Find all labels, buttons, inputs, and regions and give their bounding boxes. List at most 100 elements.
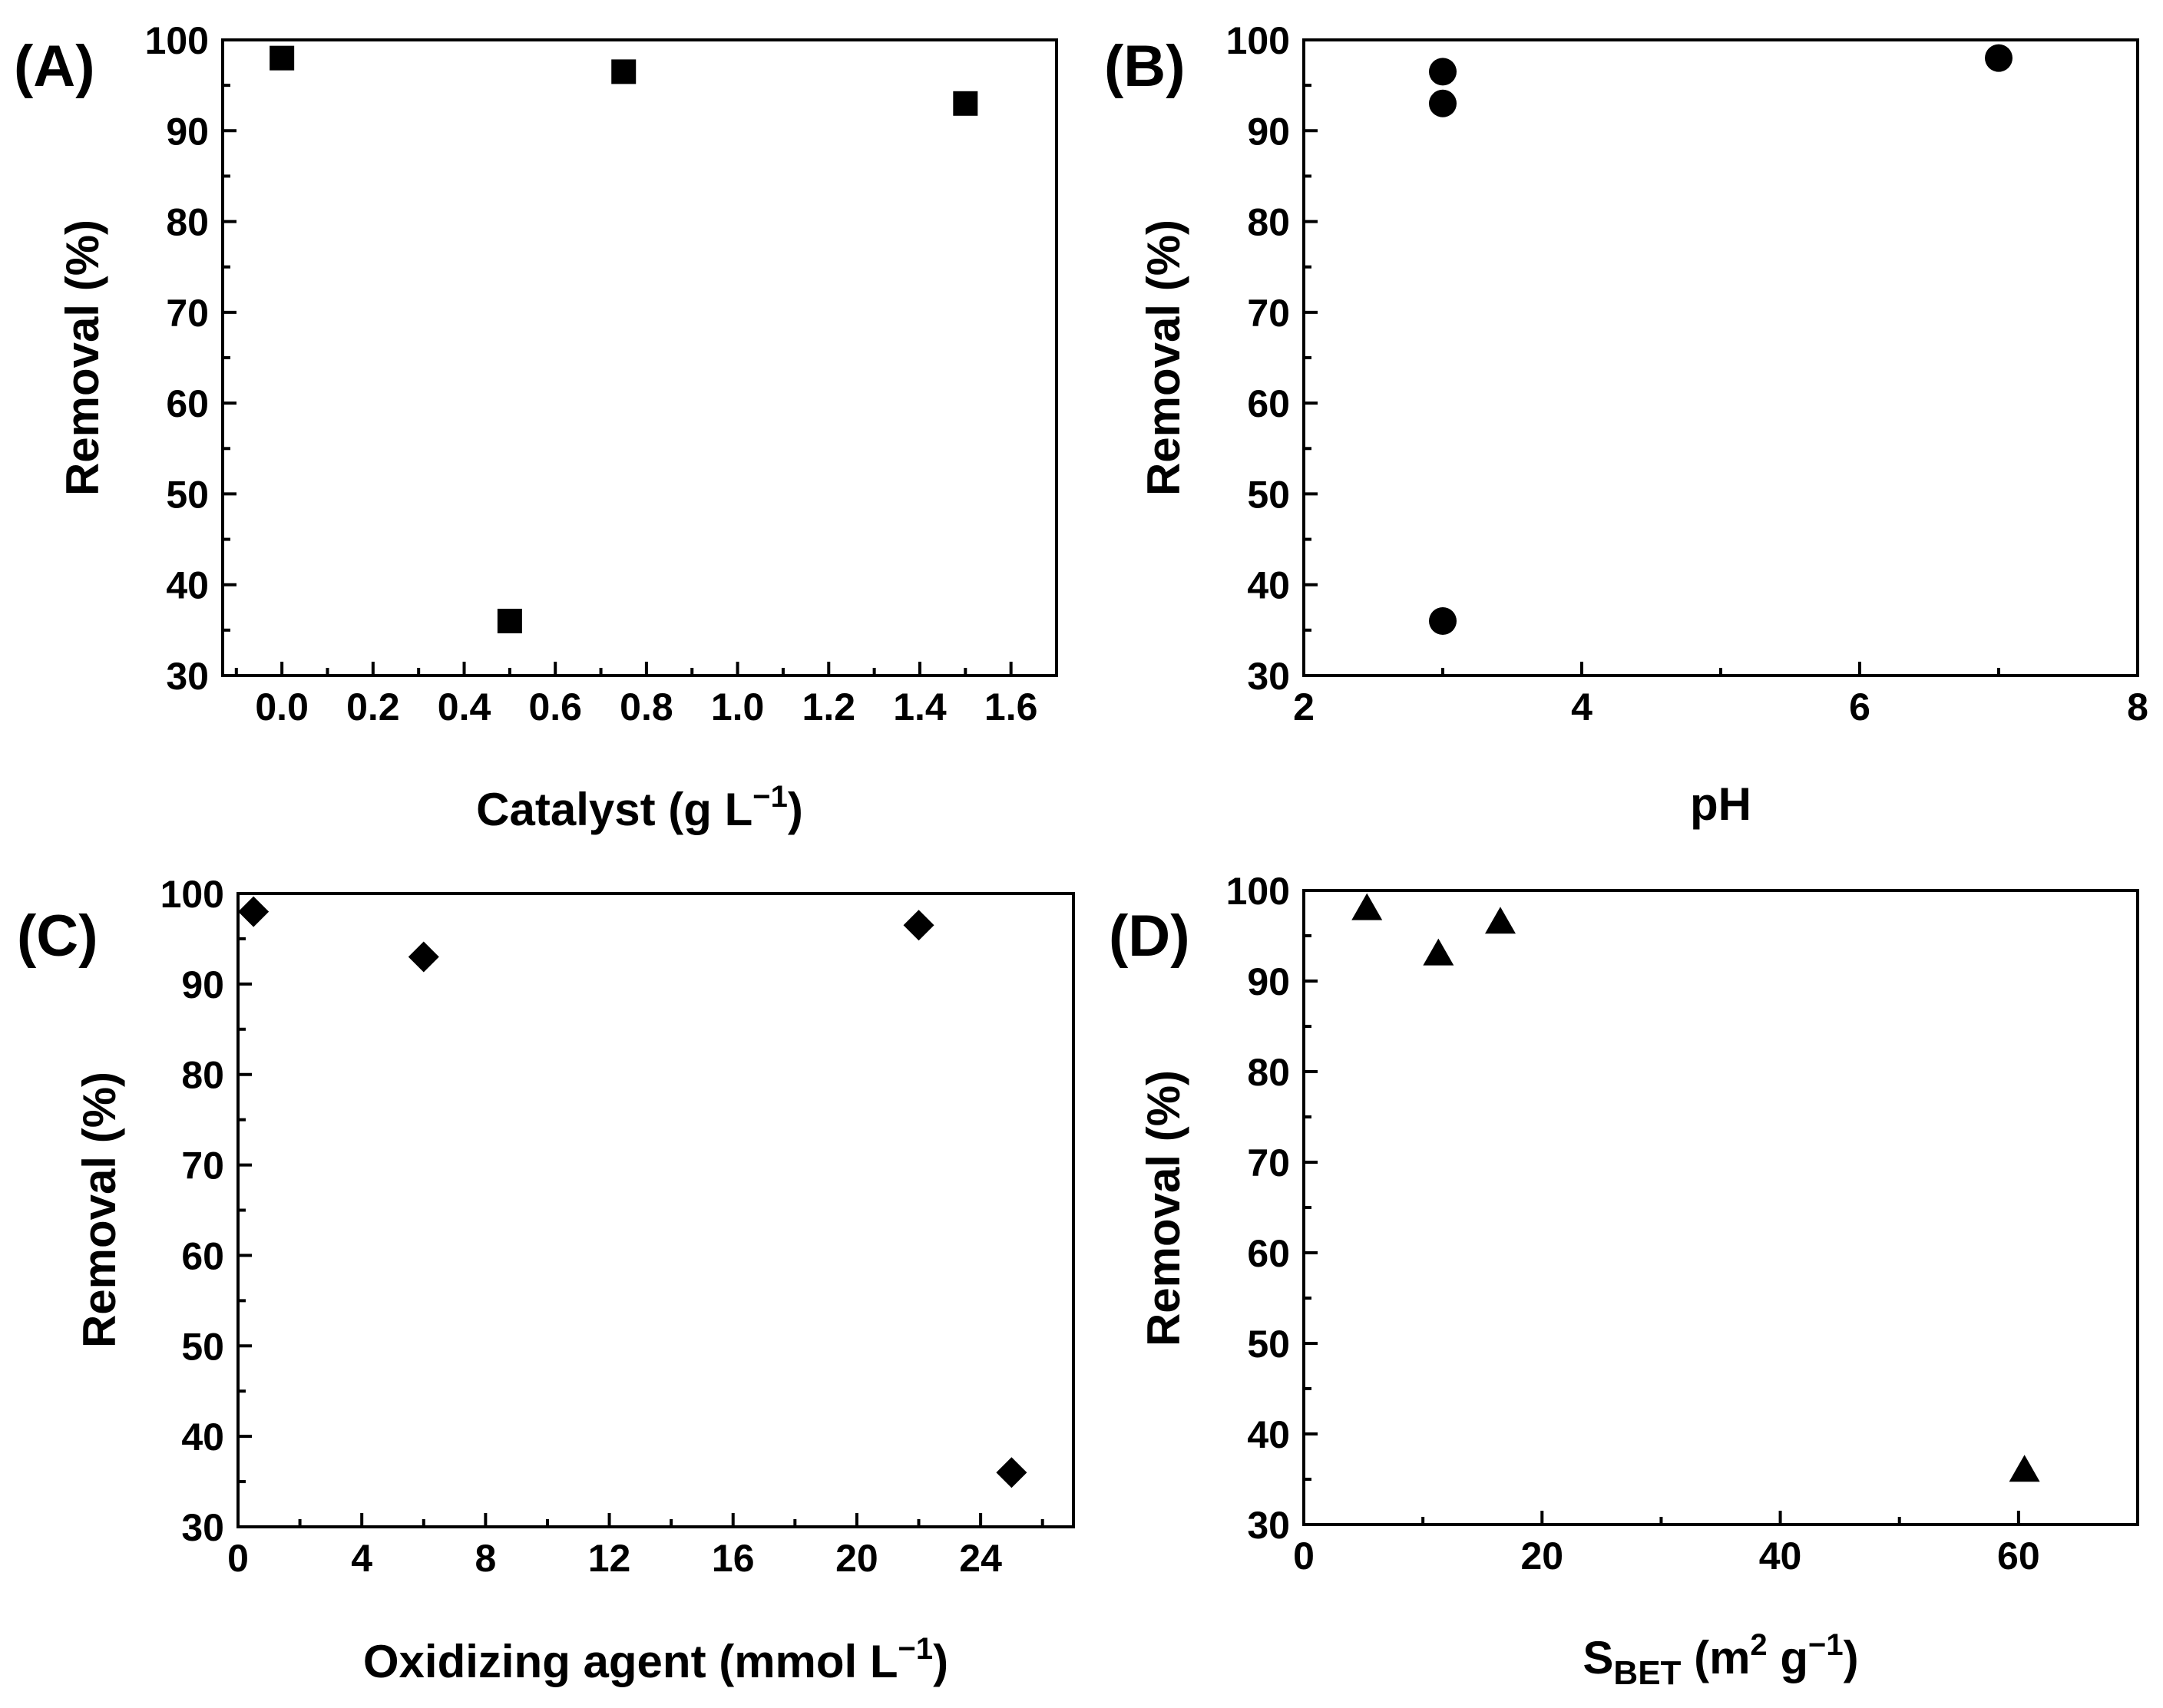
panel-d-y-tick-label: 80 bbox=[1247, 1051, 1290, 1094]
panel-c-x-tick-label: 12 bbox=[588, 1537, 631, 1580]
panel-b-plot-frame bbox=[1302, 38, 2139, 677]
panel-a-y-tick-label: 100 bbox=[145, 19, 209, 62]
panel-c-x-tick-label: 4 bbox=[351, 1537, 372, 1580]
panel-d-data-point-triangle bbox=[2009, 1455, 2040, 1482]
panel-c-x-axis-title-end: ) bbox=[933, 1636, 948, 1687]
panel-a-data-point-square bbox=[611, 59, 637, 84]
panel-c-y-tick-label: 30 bbox=[181, 1506, 224, 1549]
panel-d-markers bbox=[1351, 893, 2040, 1482]
panel-d-x-tick-label: 0 bbox=[1293, 1535, 1315, 1578]
panel-c-y-tick-label: 90 bbox=[181, 963, 224, 1006]
panel-d-x-tick-label: 60 bbox=[1997, 1535, 2040, 1578]
panel-d-y-tick-label: 70 bbox=[1247, 1141, 1290, 1184]
panel-b-y-tick-label: 30 bbox=[1247, 655, 1290, 698]
panel-c-x-axis-title: Oxidizing agent (mmol L−1) bbox=[363, 1632, 948, 1687]
panel-c-x-tick-label: 0 bbox=[227, 1537, 249, 1580]
panel-a-y-axis-title: Removal (%) bbox=[57, 220, 108, 496]
panel-d-x-axis-title: SBET (m2 g−1) bbox=[1583, 1628, 1858, 1692]
panel-c-x-tick-label: 16 bbox=[712, 1537, 755, 1580]
panel-c-markers bbox=[238, 896, 1027, 1488]
panel-b-y-tick-label: 100 bbox=[1226, 19, 1290, 62]
panel-a-data-point-square bbox=[270, 45, 295, 71]
panel-a-label: (A) bbox=[14, 34, 95, 99]
panel-b-y-tick-label: 90 bbox=[1247, 110, 1290, 153]
panel-b-data-point-circle bbox=[1429, 58, 1457, 86]
panel-c-x-axis-title-main: Oxidizing agent (mmol L bbox=[363, 1636, 898, 1687]
panel-b-y-tick-label: 60 bbox=[1247, 382, 1290, 425]
panel-d-x-axis-title-end: ) bbox=[1844, 1632, 1859, 1683]
panel-c-y-tick-label: 40 bbox=[181, 1416, 224, 1459]
panel-d-x-axis-title-sup: 2 bbox=[1750, 1628, 1767, 1662]
panel-c: (C) 0 4 8 12 16 20 24 30 40 50 60 70 80 90 100 Removal… bbox=[17, 873, 1075, 1687]
panel-a-y-tick-label: 80 bbox=[166, 201, 209, 244]
panel-c-ticks: 0 4 8 12 16 20 24 30 40 50 60 70 80 90 100 bbox=[160, 873, 1044, 1580]
panel-a-y-tick-label: 60 bbox=[166, 382, 209, 425]
panel-a-plot-frame bbox=[221, 38, 1058, 677]
panel-a-ticks: 0.0 0.2 0.4 0.6 0.8 1.0 1.2 1.4 1.6 30 40 50 60 70 80 9… bbox=[145, 19, 1038, 728]
panel-b-data-point-circle bbox=[1985, 44, 2013, 72]
panel-b-data-point-circle bbox=[1429, 607, 1457, 636]
panel-a-x-tick-label: 0.2 bbox=[346, 686, 400, 728]
panel-c-y-axis-title: Removal (%) bbox=[74, 1072, 125, 1348]
panel-d-y-tick-label: 90 bbox=[1247, 960, 1290, 1003]
panel-c-x-axis-title-sup: −1 bbox=[898, 1632, 934, 1666]
panel-d-ticks: 0 20 40 60 30 40 50 60 70 80 90 100 bbox=[1226, 870, 2040, 1578]
panel-c-x-tick-label: 8 bbox=[475, 1537, 496, 1580]
panel-d-x-tick-label: 40 bbox=[1759, 1535, 1802, 1578]
panel-b-x-tick-label: 4 bbox=[1571, 686, 1592, 728]
panel-c-data-point-diamond bbox=[408, 941, 439, 973]
panel-a-y-tick-label: 30 bbox=[166, 655, 209, 698]
panel-a-y-tick-label: 40 bbox=[166, 564, 209, 607]
panel-d-y-tick-label: 60 bbox=[1247, 1232, 1290, 1275]
panel-b-y-tick-label: 70 bbox=[1247, 292, 1290, 335]
panel-d-y-tick-label: 50 bbox=[1247, 1323, 1290, 1366]
panel-d-label: (D) bbox=[1109, 904, 1190, 969]
panel-b-x-tick-label: 6 bbox=[1849, 686, 1870, 728]
panel-d-y-tick-label: 30 bbox=[1247, 1504, 1290, 1547]
panel-d-x-tick-label: 20 bbox=[1520, 1535, 1563, 1578]
panel-a-x-tick-label: 1.0 bbox=[711, 686, 765, 728]
panel-c-y-tick-label: 60 bbox=[181, 1234, 224, 1277]
panel-c-y-tick-label: 100 bbox=[160, 873, 224, 916]
panel-c-data-point-diamond bbox=[238, 896, 270, 927]
panel-a-x-tick-label: 1.2 bbox=[802, 686, 856, 728]
panel-d-plot-frame bbox=[1302, 889, 2139, 1526]
panel-c-y-tick-label: 80 bbox=[181, 1054, 224, 1097]
panel-a-x-axis-title-sup: −1 bbox=[752, 780, 788, 814]
panel-a-data-point-square bbox=[953, 91, 978, 116]
panel-a-x-axis-title-main: Catalyst (g L bbox=[476, 784, 752, 835]
panel-b-x-tick-label: 2 bbox=[1293, 686, 1315, 728]
panel-d-data-point-triangle bbox=[1351, 893, 1383, 920]
panel-b-x-tick-label: 8 bbox=[2127, 686, 2148, 728]
panel-b-markers bbox=[1429, 44, 2013, 636]
panel-a-x-tick-label: 0.4 bbox=[438, 686, 491, 728]
panel-a: (A) 0.0 0.2 0.4 0.6 0.8 1.0 1.2 1.4 1.6 30 40 50 60 7… bbox=[14, 19, 1058, 835]
panel-a-x-tick-label: 1.6 bbox=[984, 686, 1038, 728]
panel-a-x-axis-title-end: ) bbox=[788, 784, 803, 835]
panel-c-plot-frame bbox=[236, 892, 1075, 1528]
panel-d-x-axis-title-mid: (m bbox=[1681, 1632, 1750, 1683]
panel-d-data-point-triangle bbox=[1423, 938, 1454, 966]
panel-b-y-tick-label: 40 bbox=[1247, 564, 1290, 607]
panel-a-x-tick-label: 1.4 bbox=[893, 686, 947, 728]
panel-d-x-axis-title-mid2: g bbox=[1768, 1632, 1808, 1683]
panel-a-x-axis-title: Catalyst (g L−1) bbox=[476, 780, 803, 835]
panel-b-x-axis-title: pH bbox=[1690, 778, 1751, 830]
panel-c-x-tick-label: 20 bbox=[835, 1537, 878, 1580]
panel-c-label: (C) bbox=[17, 904, 98, 969]
panel-a-y-tick-label: 90 bbox=[166, 110, 209, 153]
panel-a-x-tick-label: 0.6 bbox=[528, 686, 582, 728]
panel-a-x-tick-label: 0.8 bbox=[620, 686, 673, 728]
panel-a-x-tick-label: 0.0 bbox=[255, 686, 309, 728]
panel-a-y-tick-label: 70 bbox=[166, 292, 209, 335]
panel-d-y-tick-label: 40 bbox=[1247, 1413, 1290, 1456]
panel-b-label: (B) bbox=[1104, 34, 1186, 99]
panel-c-data-point-diamond bbox=[903, 910, 934, 941]
panel-d-y-axis-title: Removal (%) bbox=[1138, 1070, 1189, 1346]
panel-b-y-tick-label: 80 bbox=[1247, 201, 1290, 244]
panel-d-data-point-triangle bbox=[1484, 907, 1516, 934]
panel-d-y-tick-label: 100 bbox=[1226, 870, 1290, 913]
panel-a-markers bbox=[270, 45, 978, 634]
panel-b-y-axis-title: Removal (%) bbox=[1138, 220, 1189, 496]
